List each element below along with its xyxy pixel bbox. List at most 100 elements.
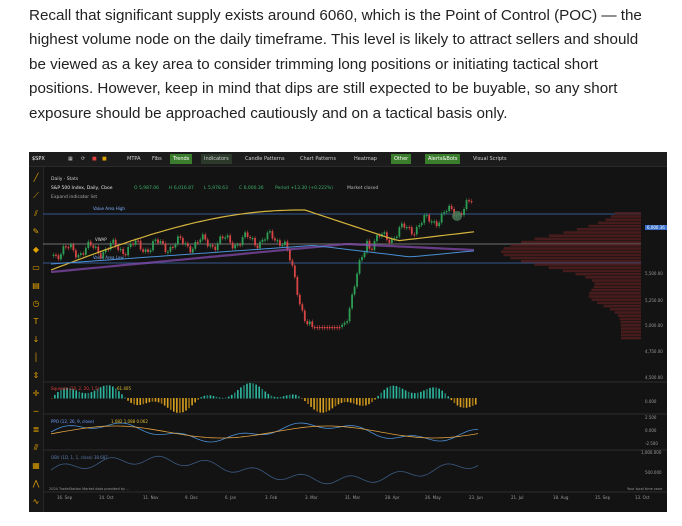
candle-body <box>254 237 256 246</box>
volume-profile-bar <box>521 260 641 263</box>
candle-body <box>142 249 144 252</box>
volume-profile-bar <box>620 320 641 324</box>
squeeze-bar <box>240 387 242 399</box>
chart-type-icon[interactable]: ▦ <box>68 156 73 162</box>
toolbar-alerts-bots[interactable]: Alerts&Bots <box>425 154 461 164</box>
candle-body <box>293 265 296 278</box>
candle-body <box>92 245 95 248</box>
candle-body <box>62 246 65 255</box>
toolbar-heatmap[interactable]: Heatmap <box>354 156 377 162</box>
toolbar-indicators[interactable]: Indicators <box>201 154 232 164</box>
candle-body <box>264 239 266 241</box>
candle-body <box>376 235 378 242</box>
squeeze-bar <box>331 398 334 409</box>
squeeze-bar <box>267 393 270 399</box>
squeeze-bar <box>78 391 81 399</box>
line-tool-icon[interactable]: ╱ <box>33 173 39 182</box>
horizontal-line-tool-icon[interactable]: ─ <box>33 407 39 416</box>
squeeze-bar <box>121 394 123 399</box>
price-chart[interactable] <box>29 152 667 512</box>
grid-tool-icon[interactable]: ▦ <box>32 461 40 470</box>
candle-body <box>323 327 326 329</box>
vertical-line-tool-icon[interactable]: │ <box>33 353 39 362</box>
toolbar-fibs[interactable]: Fibs <box>152 156 162 162</box>
ppo-panel-label: PPO (12, 26, 9, close) <box>51 419 95 424</box>
volume-profile-bar <box>548 234 641 237</box>
ray-tool-icon[interactable]: ⟋ <box>33 191 39 200</box>
squeeze-bar <box>255 384 257 399</box>
toolbar-visual-scripts[interactable]: Visual Scripts <box>473 156 507 162</box>
squeeze-bar <box>340 398 343 403</box>
squeeze-bar <box>127 398 129 401</box>
color-icon[interactable]: ■ <box>92 156 97 162</box>
text-tool-icon[interactable]: T <box>33 317 39 326</box>
squeeze-bar <box>325 398 328 412</box>
x-axis-tick: 28. Apr <box>385 495 400 500</box>
toolbar-chart-patterns[interactable]: Chart Patterns <box>300 156 336 162</box>
channel-tool-icon[interactable]: ⫻ <box>33 443 39 452</box>
toolbar-mtpa[interactable]: MTPA <box>127 156 141 162</box>
squeeze-bar <box>270 395 273 399</box>
squeeze-bar <box>441 390 443 399</box>
rectangle-tool-icon[interactable]: ▭ <box>32 263 40 272</box>
layout-icon[interactable]: ■ <box>102 156 107 162</box>
obv-axis-tick: 500.000 <box>645 470 662 475</box>
squeeze-bar <box>139 398 142 405</box>
circle-tool-icon[interactable]: ◷ <box>32 299 40 308</box>
expand-indicator-list[interactable]: Expand indicator list <box>51 195 98 200</box>
candle-body <box>144 249 147 252</box>
candle-body <box>122 249 125 255</box>
candle-body <box>318 327 321 329</box>
squeeze-bar <box>218 397 221 399</box>
candle-body <box>470 200 473 203</box>
candle-body <box>408 227 411 229</box>
measure-tool-icon[interactable]: ▤ <box>32 281 40 290</box>
candle-body <box>201 234 204 240</box>
candle-body <box>231 242 234 249</box>
candle-body <box>415 226 418 235</box>
ohlc-high: H 6,016.87 <box>169 186 194 191</box>
refresh-icon[interactable]: ⟳ <box>81 156 86 162</box>
squeeze-bar <box>334 398 337 407</box>
candle-body <box>261 239 264 242</box>
arrow-down-tool-icon[interactable]: ↓ <box>32 335 40 344</box>
crosshair-tool-icon[interactable]: ✛ <box>32 389 40 398</box>
ppo-axis-tick: 2.500 <box>645 415 657 420</box>
squeeze-bar <box>148 398 151 403</box>
squeeze-bar <box>102 385 105 399</box>
symbol-label[interactable]: $SPX <box>32 156 45 162</box>
ppo-axis-tick: -2.500 <box>645 441 658 446</box>
volume-profile-bar <box>510 244 641 247</box>
squeeze-bar <box>99 387 102 399</box>
zigzag-tool-icon[interactable]: ⋀ <box>32 479 40 488</box>
candle-body <box>450 205 453 209</box>
candle-body <box>383 232 386 234</box>
candle-body <box>296 277 299 295</box>
squeeze-bar <box>151 398 154 402</box>
candle-body <box>164 243 167 253</box>
candle-body <box>316 327 319 329</box>
ppo-values: 1.082 1.088 0.062 <box>111 419 148 424</box>
candle-body <box>194 241 197 249</box>
squeeze-bar <box>108 385 111 399</box>
volume-profile-bar <box>585 276 641 279</box>
candle-body <box>390 238 393 244</box>
squeeze-bar <box>310 398 312 407</box>
toolbar-other[interactable]: Other <box>391 154 412 164</box>
x-axis-tick: 14. Oct <box>99 495 114 500</box>
squeeze-bar <box>206 395 209 399</box>
projection-tool-icon[interactable]: ≣ <box>32 425 40 434</box>
interval-selector[interactable]: Daily · Stats <box>51 177 79 182</box>
wave-tool-icon[interactable]: ∿ <box>32 497 40 506</box>
candle-body <box>189 246 192 253</box>
ohlc-low: L 5,978.63 <box>204 186 228 191</box>
toolbar-candle-patterns[interactable]: Candle Patterns <box>245 156 285 162</box>
brush-tool-icon[interactable]: ✎ <box>32 227 40 236</box>
pattern-tool-icon[interactable]: ◆ <box>32 245 40 254</box>
candle-body <box>366 240 368 253</box>
range-tool-icon[interactable]: ⇕ <box>32 371 40 380</box>
squeeze-bar <box>84 393 87 399</box>
toolbar-trends[interactable]: Trends <box>170 154 193 164</box>
x-axis-tick: 6. Jan <box>225 495 237 500</box>
fib-tool-icon[interactable]: ⫽ <box>34 209 38 218</box>
